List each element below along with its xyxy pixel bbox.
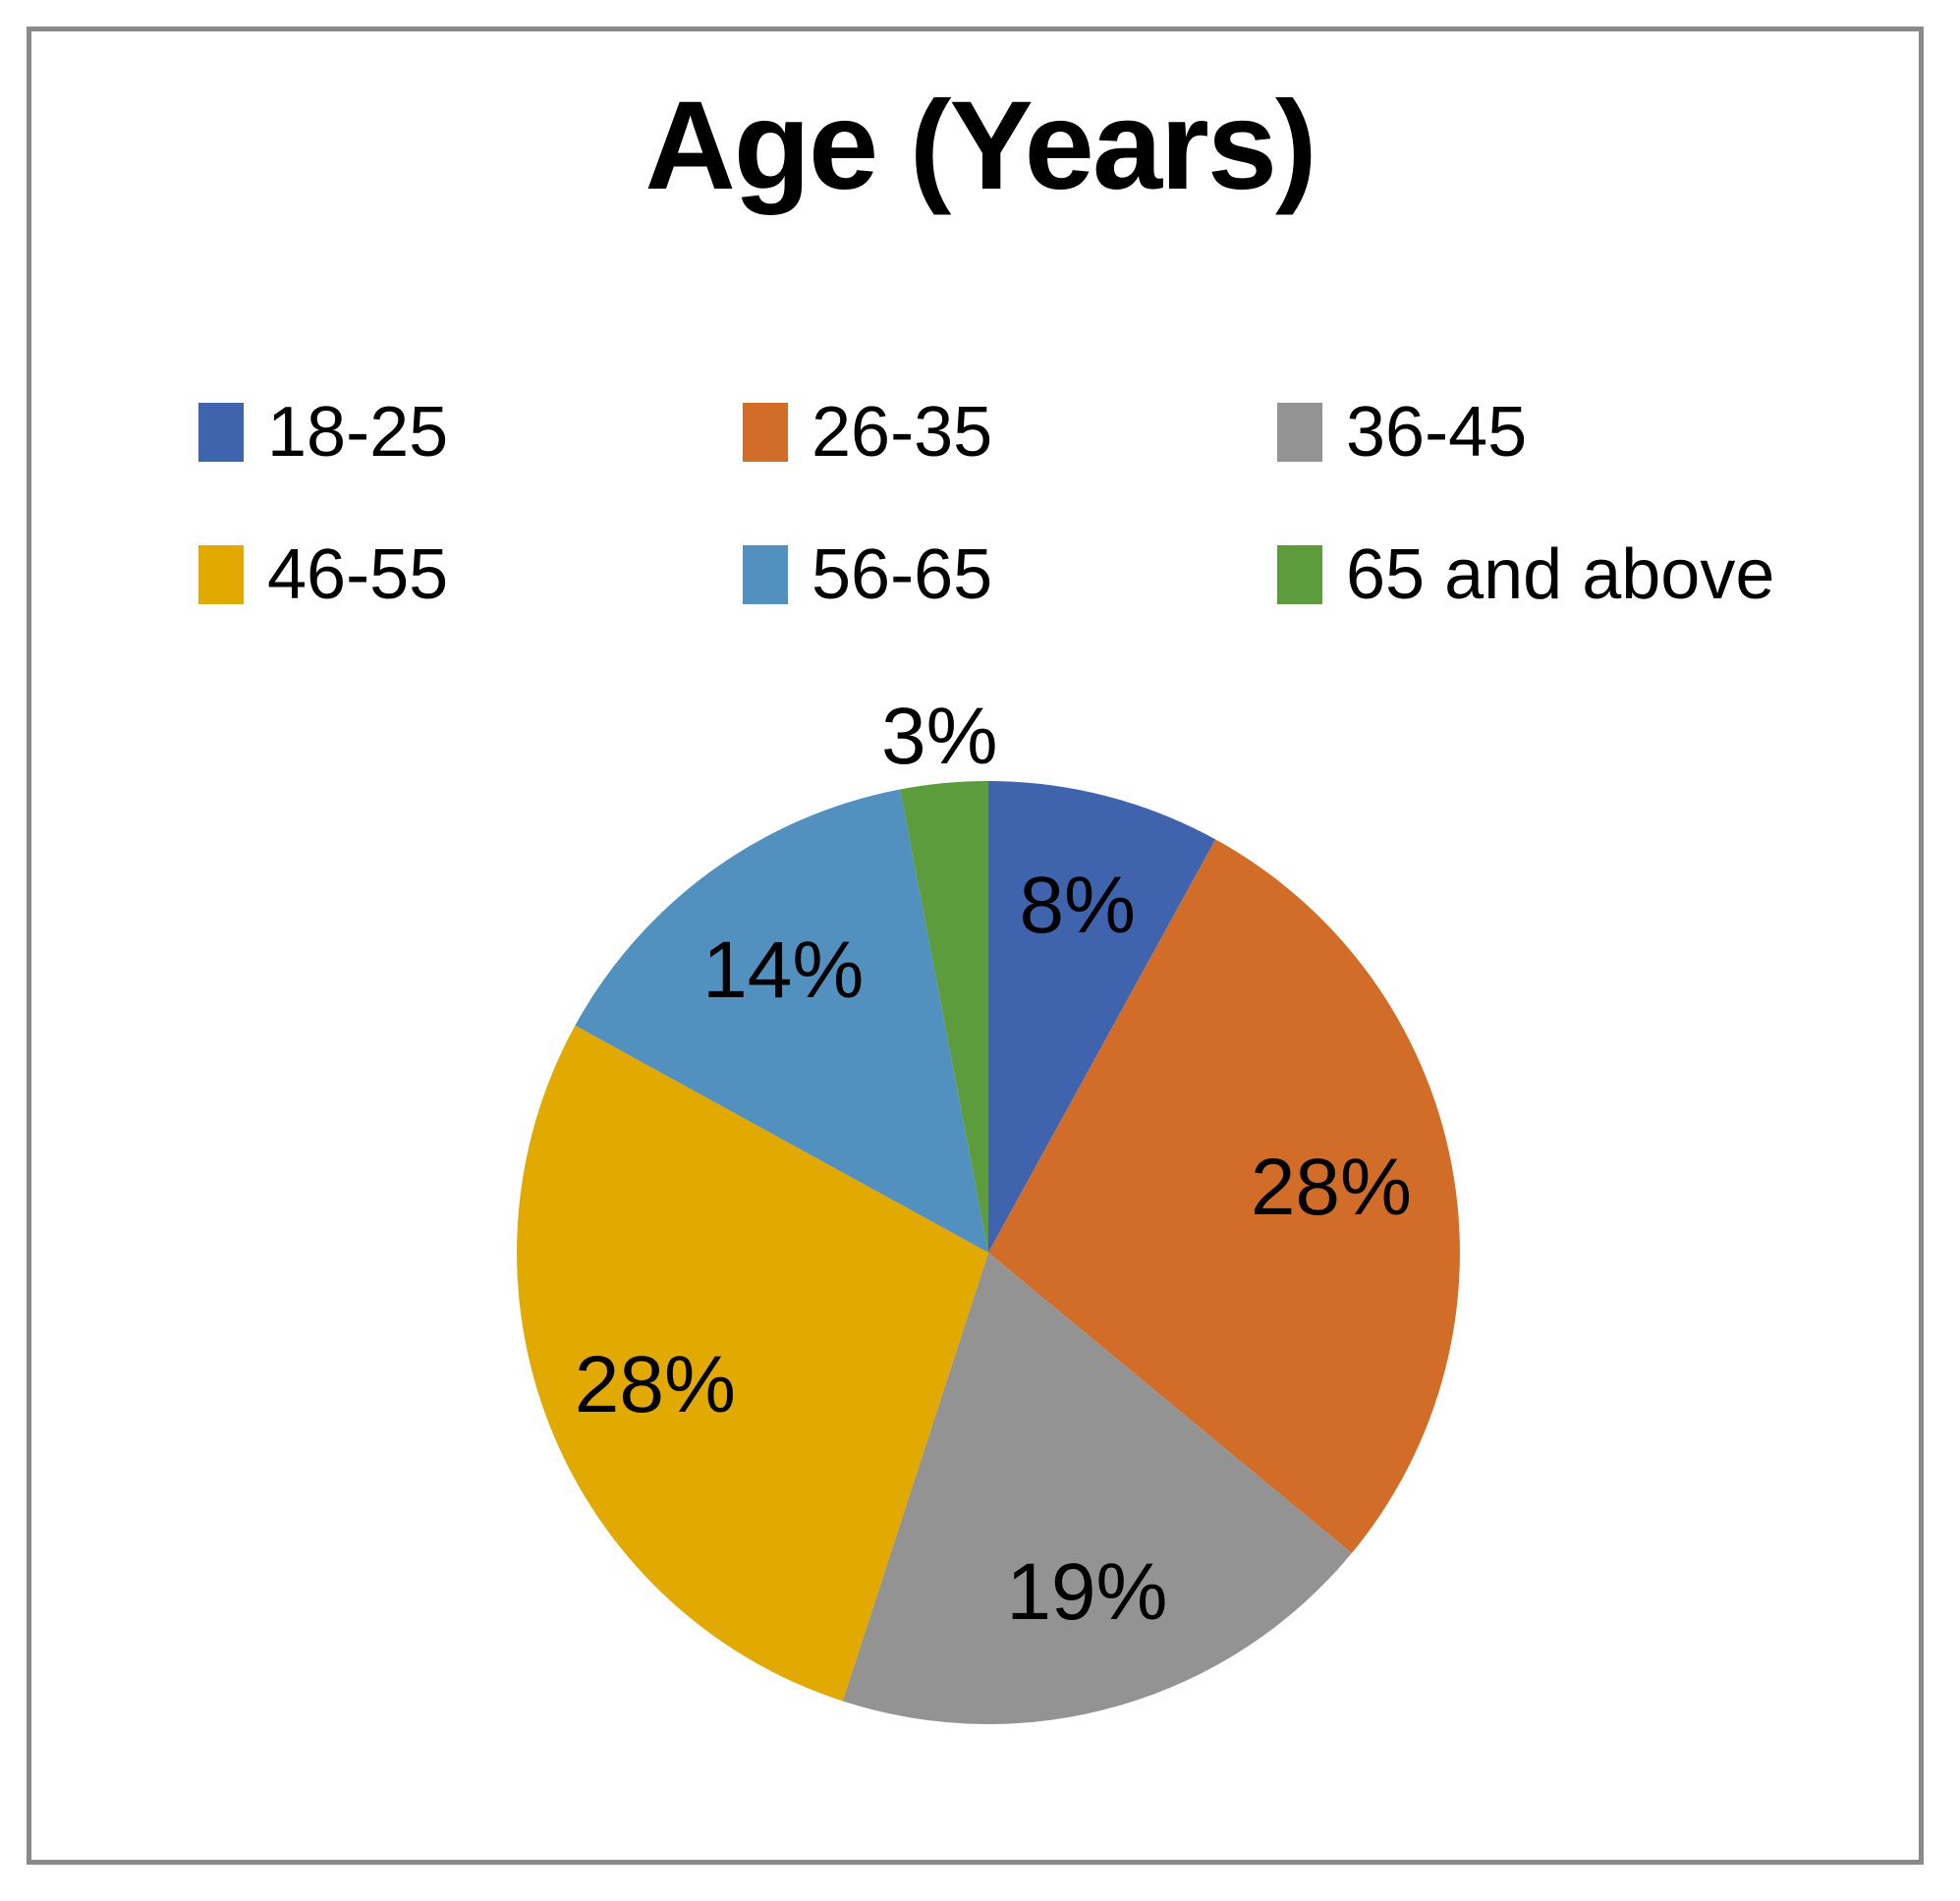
pie-slice-18-25[interactable]: [988, 781, 1216, 1253]
legend-item-26-35[interactable]: 26-35: [743, 395, 992, 470]
legend-swatch-56-65: [743, 545, 788, 604]
pie-slice-26-35[interactable]: [988, 839, 1460, 1553]
legend-swatch-36-45: [1277, 403, 1322, 462]
data-label-65-and-above: 3%: [881, 692, 998, 781]
legend-item-18-25[interactable]: 18-25: [198, 395, 448, 470]
data-label-18-25: 8%: [1019, 861, 1136, 950]
legend-label: 18-25: [267, 393, 449, 472]
legend-item-65-and-above[interactable]: 65 and above: [1277, 537, 1774, 612]
pie-slice-36-45[interactable]: [842, 1253, 1352, 1724]
pie-slice-56-65[interactable]: [575, 789, 988, 1254]
data-label-56-65: 14%: [702, 925, 864, 1015]
legend-swatch-26-35: [743, 403, 788, 462]
legend-label: 65 and above: [1346, 535, 1775, 614]
legend-label: 56-65: [812, 535, 993, 614]
pie-slice-46-55[interactable]: [517, 1025, 988, 1702]
legend-item-36-45[interactable]: 36-45: [1277, 395, 1527, 470]
data-label-36-45: 19%: [1006, 1547, 1167, 1637]
pie-slice-65-and-above[interactable]: [900, 781, 988, 1253]
legend-label: 26-35: [812, 393, 993, 472]
legend-item-46-55[interactable]: 46-55: [198, 537, 448, 612]
legend-swatch-18-25: [198, 403, 244, 462]
chart-title: Age (Years): [644, 76, 1316, 216]
legend-swatch-46-55: [198, 545, 244, 604]
legend-swatch-65-and-above: [1277, 545, 1322, 604]
data-label-46-55: 28%: [575, 1340, 736, 1429]
legend-item-56-65[interactable]: 56-65: [743, 537, 992, 612]
legend-label: 36-45: [1346, 393, 1528, 472]
data-label-26-35: 28%: [1251, 1143, 1412, 1232]
legend-label: 46-55: [267, 535, 449, 614]
